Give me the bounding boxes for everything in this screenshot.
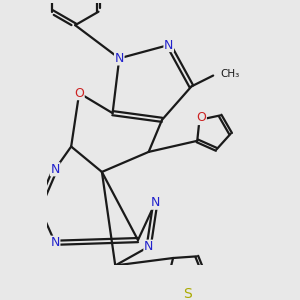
Text: N: N <box>50 236 60 249</box>
Text: O: O <box>196 112 206 124</box>
Text: N: N <box>151 196 160 209</box>
Text: O: O <box>74 87 84 100</box>
Text: CH₃: CH₃ <box>220 69 239 79</box>
Text: N: N <box>144 240 153 253</box>
Text: N: N <box>115 52 124 65</box>
Text: N: N <box>164 38 173 52</box>
Text: N: N <box>50 163 60 176</box>
Text: S: S <box>183 286 192 300</box>
